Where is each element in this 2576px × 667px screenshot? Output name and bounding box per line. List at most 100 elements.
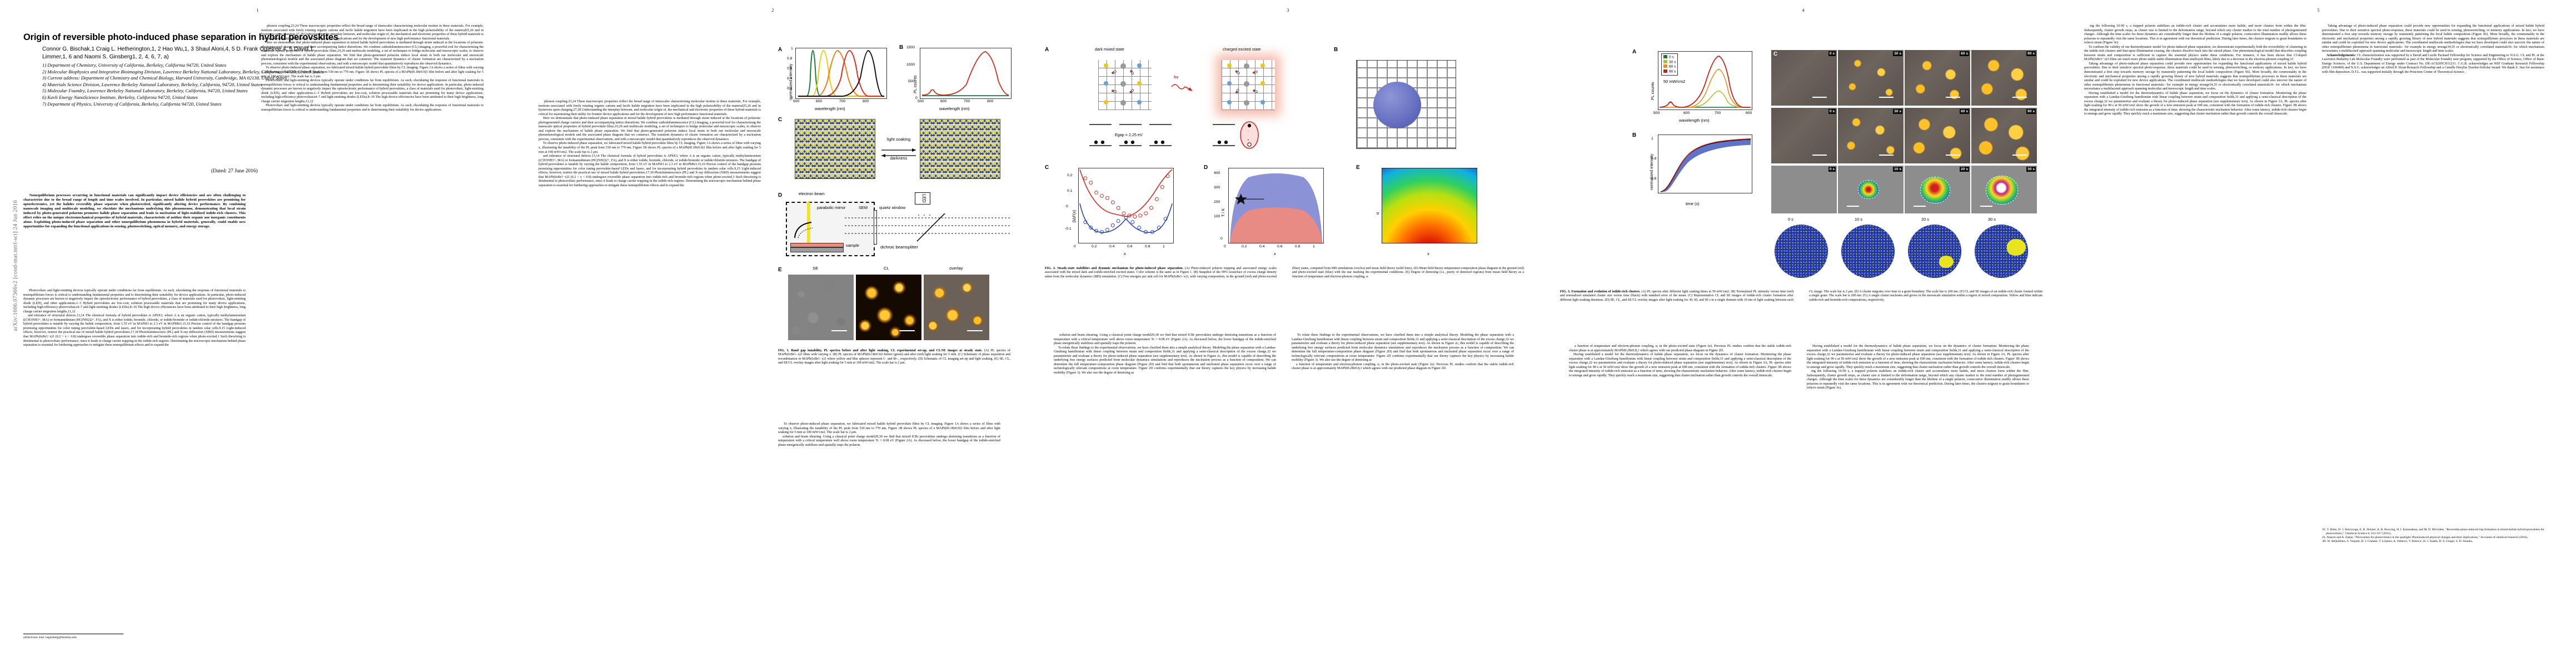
- corresponding-author-footnote: a)Electronic mail: nsginsberg@berkeley.e…: [23, 634, 123, 639]
- axis-tick: 600: [940, 99, 947, 103]
- figure2-panel-C-label: C: [1045, 165, 1049, 171]
- page3-column-1: solution and beam shearing. Using a clas…: [1054, 334, 1276, 645]
- scale-bar: [2012, 97, 2027, 98]
- lattice-separated: [920, 119, 1000, 179]
- axis-tick: 700: [839, 99, 846, 103]
- composition-noise: [1775, 225, 1828, 278]
- paragraph: solution and beam shearing. Using a clas…: [1054, 334, 1276, 346]
- image-overlay-row2-90s: 90 s: [1971, 108, 2037, 163]
- figure1-panelB-xlabel: wavelength (nm): [939, 106, 970, 111]
- figure-3-caption-text: (A) PL spectra after different light soa…: [1560, 290, 2042, 302]
- time-badge: 0 s: [1828, 109, 1836, 114]
- time-badge: 90 s: [2026, 51, 2036, 56]
- substrate-layer: [790, 247, 844, 252]
- led-box: LED: [915, 192, 930, 205]
- image-se-row2: 0 s: [1771, 108, 1837, 163]
- image-overlay: [924, 275, 989, 340]
- paragraph: Photovoltaic and light-emitting devices …: [261, 79, 484, 103]
- scale-bar: [1847, 206, 1859, 207]
- acknowledgements-heading: Acknowledgements:: [2326, 53, 2356, 57]
- time-badge: 30 s: [1893, 109, 1902, 114]
- polaron-isosurface: [1373, 82, 1421, 128]
- paragraph: solution and beam shearing. Using a clas…: [778, 435, 1000, 447]
- figure2-panelD-ylabel: T / K: [1220, 208, 1225, 217]
- image-overlay-row2-30s: 30 s: [1838, 108, 1904, 163]
- affiliation-list: 1) Department of Chemistry, University o…: [42, 62, 494, 107]
- electron-beam-ray: [807, 202, 810, 247]
- bromide-atom: [1137, 63, 1142, 68]
- axis-tick: 500: [908, 79, 915, 83]
- axis-tick: 400: [1214, 171, 1220, 175]
- affiliation: 3) Current address: Department of Chemis…: [42, 75, 287, 81]
- reference-list: 1E. T. Hoke, D. J. Slotcavage, E. R. Doh…: [2322, 528, 2544, 650]
- axis-tick: 0.6: [1127, 245, 1133, 248]
- axis-tick: 0.8: [1145, 245, 1150, 248]
- figure-3-label: FIG. 3.: [1560, 290, 1571, 293]
- image-overlay-90s: 90 s: [1971, 50, 2037, 106]
- figure-1-caption: FIG. 1. Band gap tunability, PL spectra …: [778, 349, 1010, 365]
- axis-tick: 200: [1214, 200, 1220, 204]
- cluster-contour: [1920, 177, 1950, 203]
- axis-tick: 0: [791, 96, 793, 100]
- legend-item: 60 s: [1663, 64, 1676, 69]
- figure1-panel-A-label: A: [778, 47, 783, 53]
- iodide-atom: [1260, 81, 1265, 86]
- figure2-panelD-xlabel: x: [1274, 251, 1276, 256]
- legend-label: 90 s: [1669, 69, 1676, 73]
- pl-before-after-curves: [921, 51, 1009, 96]
- image-overlay-0s: 30 s: [1838, 50, 1904, 106]
- bromide-atom: [1137, 100, 1142, 104]
- paragraph: Acknowledgements: CL characterization wa…: [2322, 54, 2544, 75]
- figure-1-label: FIG. 1.: [778, 349, 789, 352]
- paragraph: To observe photo-induced phase separatio…: [539, 142, 761, 154]
- date-line: (Dated: 27 June 2016): [211, 168, 258, 174]
- figure2-panelE-ylabel: α: [1375, 212, 1380, 215]
- paragraph: Photovoltaic and light-emitting devices …: [23, 289, 246, 313]
- paragraph: Having established a model for the therm…: [1807, 345, 2029, 369]
- legend-swatch: [1663, 69, 1667, 73]
- time-badge: 60 s: [1960, 51, 1969, 56]
- axis-tick: -0.1: [1065, 227, 1072, 231]
- arrow-label-darkness: darkness: [890, 156, 908, 161]
- figure-2-label: FIG. 2.: [1045, 267, 1056, 270]
- simulation-disc-0s: [1775, 225, 1828, 278]
- axis-tick: 1: [1163, 245, 1165, 248]
- axis-tick: 0: [1074, 245, 1076, 248]
- axis-tick: 0.8: [1651, 157, 1657, 161]
- page4-column-2: Having established a model for the therm…: [1807, 345, 2029, 645]
- label-sem: SEM: [859, 205, 868, 210]
- axis-tick: 1: [791, 47, 793, 51]
- axis-tick: 600: [816, 99, 823, 103]
- image-se: [788, 275, 854, 340]
- figure3-panelB-plot: [1658, 135, 1752, 193]
- page-number: 1: [256, 8, 259, 13]
- axis-tick: 800: [863, 99, 869, 103]
- lead-atom: [1120, 63, 1126, 69]
- bromide-atom: [1227, 100, 1232, 104]
- figure3-panel-B-label: B: [1632, 132, 1637, 138]
- lattice-mixed: [795, 119, 875, 179]
- composition-noise: [1841, 225, 1895, 278]
- figure1-panelB-plot: [920, 48, 1012, 99]
- figure-3-caption: FIG. 3. Formation and evolution of iodid…: [1560, 290, 2042, 302]
- page2-column-1: phonon coupling.23,24 These macroscopic …: [539, 100, 761, 645]
- figure1-panelA-plot: [795, 48, 887, 99]
- page4-column-1: a function of temperature and electron-p…: [1569, 345, 1791, 645]
- page2-column-2: To observe photo-induced phase separatio…: [778, 422, 1000, 645]
- axis-tick: 0: [1220, 237, 1223, 241]
- figure3-panelA-ylabel: PL counts: [1650, 82, 1655, 100]
- charge-density-isosurface-snapshot: [1356, 60, 1456, 149]
- scale-bar: [899, 330, 915, 332]
- axis-tick: 0.8: [787, 57, 793, 61]
- figure-2: A dark mixed state charged excited state: [1045, 17, 1534, 306]
- reference-item: 3D. W. deQuilettes, S. Vorpahl, D. J. Gr…: [2322, 539, 2473, 543]
- paragraph: To confirm the validity of our thermodyn…: [2084, 45, 2306, 62]
- reference-item: 1E. T. Hoke, D. J. Slotcavage, E. R. Doh…: [2322, 528, 2544, 535]
- figure2-panelC-ylabel: βΔF(x): [1072, 210, 1077, 222]
- figure3-panel-A-label: A: [1632, 49, 1637, 55]
- legend-item: 30 s: [1663, 59, 1676, 65]
- axis-tick: 600: [1683, 111, 1690, 115]
- axis-tick: 0: [1066, 205, 1068, 208]
- figure-1: A normalized intensity wavelength (nm) 0…: [778, 16, 1017, 394]
- figure1-panelB-ylabel: PL counts: [913, 75, 918, 93]
